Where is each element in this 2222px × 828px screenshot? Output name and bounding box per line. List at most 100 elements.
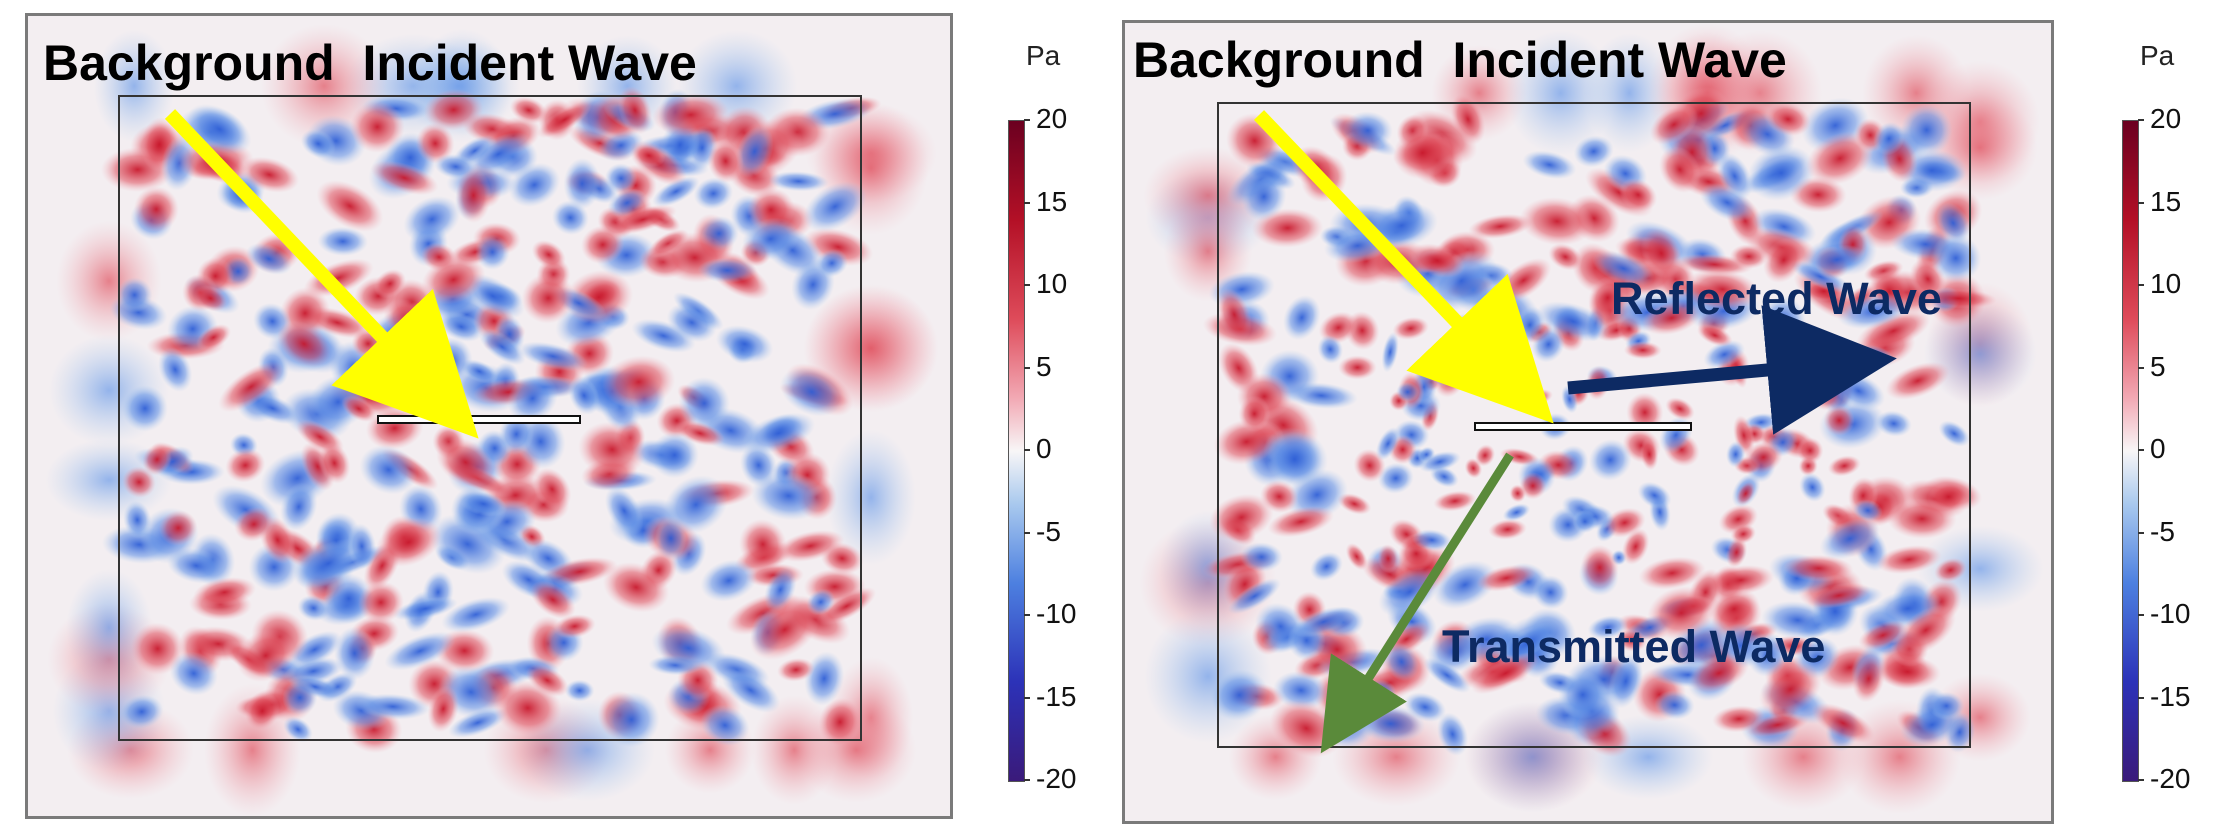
pressure-blob [1736, 481, 1756, 506]
pressure-blob [751, 471, 826, 521]
pressure-blob [602, 562, 670, 613]
pressure-blob [1640, 228, 1682, 279]
pressure-blob [749, 599, 821, 661]
colorbar-right: Pa 20 15 10 5 0 -5 -10 -15 -20 [2118, 40, 2218, 800]
pressure-blob [225, 447, 266, 483]
pressure-blob [1378, 566, 1441, 617]
pressure-blob [1819, 517, 1881, 560]
reflected-wave-label: Reflected Wave [1611, 273, 1942, 324]
pressure-blob [1436, 712, 1469, 756]
colorbar-tick-mark [1024, 696, 1030, 699]
pressure-blob [384, 631, 456, 671]
pressure-blob [1790, 260, 1851, 294]
colorbar-tick-label: -20 [1036, 763, 1077, 794]
pressure-blob [568, 376, 600, 415]
pressure-blob [349, 100, 405, 153]
pressure-blob [347, 523, 377, 570]
pressure-blob [122, 385, 168, 432]
colorbar-tick-mark [1024, 284, 1030, 286]
pressure-blob [700, 559, 758, 602]
pressure-blob [441, 596, 511, 633]
pressure-blob [700, 704, 750, 746]
pressure-blob [517, 341, 589, 372]
pressure-blob [735, 125, 774, 178]
pressure-blob [551, 200, 589, 235]
pressure-blob [537, 101, 593, 139]
pressure-blob [192, 577, 257, 608]
pressure-blob [1806, 131, 1874, 186]
pressure-blob [122, 466, 156, 498]
pressure-blob [359, 444, 418, 495]
pressure-blob [693, 177, 734, 210]
pressure-blob [448, 707, 508, 738]
pressure-blob [1209, 493, 1274, 542]
colorbar-unit: Pa [2140, 40, 2175, 71]
colorbar-tick-label: -10 [2150, 598, 2191, 629]
pressure-blob [1377, 544, 1400, 574]
pressure-blob [239, 156, 300, 193]
pressure-blob [1317, 334, 1344, 364]
colorbar-tick-label: 15 [1036, 185, 1068, 217]
pressure-blob [1708, 588, 1761, 630]
pressure-blob [803, 181, 867, 232]
colorbar-tick-label: 10 [1036, 268, 1068, 299]
pressure-blob [1665, 397, 1695, 421]
pressure-blob [1532, 575, 1569, 610]
pressure-blob [1873, 121, 1905, 156]
pressure-blob [283, 716, 313, 743]
pressure-blob [300, 129, 336, 159]
pressure-blob [478, 328, 526, 366]
pressure-blob [286, 630, 343, 669]
pressure-blob [608, 204, 677, 235]
colorbar-tick-mark [2138, 284, 2144, 286]
pressure-blob [1488, 519, 1527, 540]
pressure-blob [1498, 622, 1558, 664]
pressure-blob [531, 240, 566, 270]
pressure-blob [1519, 197, 1595, 246]
pressure-blob [742, 412, 816, 454]
pressure-blob [158, 510, 198, 546]
pressure-blob [553, 614, 596, 639]
pressure-blob [1799, 472, 1826, 502]
pressure-blob [1685, 268, 1760, 310]
domain-boundary [1217, 102, 1971, 748]
pressure-blob [1783, 554, 1854, 582]
pressure-blob [1433, 490, 1477, 512]
pressure-blob [650, 431, 699, 479]
pressure-blob [474, 234, 510, 270]
pressure-blob [1765, 102, 1811, 136]
pressure-blob [1592, 250, 1655, 287]
colorbar-tick-mark [2138, 779, 2144, 781]
colorbar-tick-mark [1024, 366, 1030, 369]
pressure-blob [316, 180, 384, 232]
pressure-blob [1703, 339, 1746, 370]
pressure-blob [1292, 606, 1356, 638]
pressure-blob [1852, 499, 1883, 522]
pressure-blob [1640, 438, 1659, 471]
pressure-blob [1228, 578, 1281, 615]
pressure-blob [1213, 418, 1280, 465]
pressure-blob [604, 163, 638, 194]
pressure-blob [1283, 294, 1321, 341]
pressure-blob [1418, 451, 1461, 473]
pressure-blob [1519, 472, 1547, 500]
pressure-blob [317, 226, 369, 257]
pressure-blob [245, 242, 293, 275]
panel-title: Background Incident Wave [1133, 32, 1787, 88]
pressure-blob [1273, 671, 1329, 710]
colorbar-tick-mark [1024, 779, 1030, 781]
pressure-blob [423, 89, 484, 131]
pressure-blob [1342, 111, 1393, 150]
pressure-blob [1654, 690, 1695, 720]
pressure-blob [777, 657, 815, 682]
pressure-blob [652, 175, 700, 208]
pressure-blob [1928, 691, 1965, 721]
pressure-halo [826, 429, 916, 566]
domain-boundary [118, 95, 862, 741]
pressure-blob [1608, 653, 1644, 709]
pressure-blob [1471, 652, 1540, 695]
pressure-blob [1619, 178, 1658, 212]
pressure-blob [1241, 172, 1287, 222]
colorbar-tick-mark [2138, 366, 2144, 369]
colorbar-tick-mark [2138, 614, 2144, 616]
